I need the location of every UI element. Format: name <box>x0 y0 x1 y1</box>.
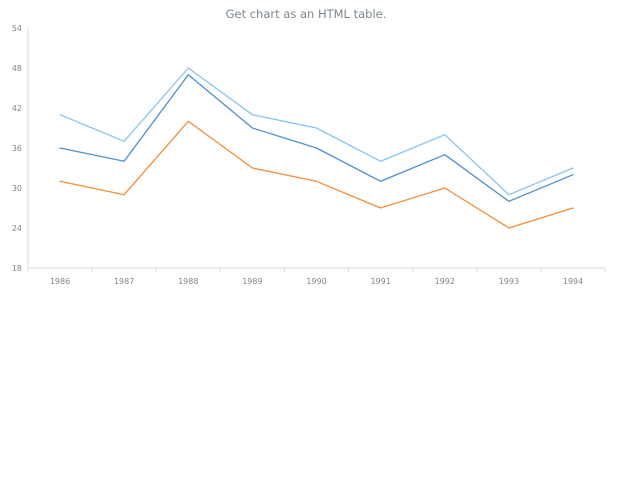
chart-title: Get chart as an HTML table. <box>226 7 387 21</box>
series-line-3 <box>59 120 574 229</box>
x-tick-label: 1990 <box>306 277 326 286</box>
y-tick-label: 48 <box>12 64 22 73</box>
x-tick-label: 1988 <box>178 277 198 286</box>
y-axis: 18 24 30 36 42 48 54 <box>12 24 29 273</box>
y-tick-label: 42 <box>12 104 22 113</box>
y-tick-label: 36 <box>12 144 22 153</box>
series-line-2 <box>59 74 574 202</box>
y-tick-label: 30 <box>12 184 22 193</box>
x-tick-label: 1992 <box>435 277 455 286</box>
x-tick-label: 1994 <box>563 277 583 286</box>
y-tick-label: 18 <box>12 264 22 273</box>
series-group <box>59 67 574 229</box>
x-tick-label: 1993 <box>499 277 519 286</box>
x-tick-label: 1989 <box>242 277 262 286</box>
series-line-1 <box>59 67 574 196</box>
y-tick-label: 24 <box>12 224 22 233</box>
x-tick-label: 1991 <box>370 277 390 286</box>
x-tick-label: 1987 <box>114 277 134 286</box>
x-tick-label: 1986 <box>50 277 70 286</box>
x-axis: 1986 1987 1988 1989 1990 1991 1992 1993 1994 <box>27 267 606 286</box>
y-tick-label: 54 <box>12 24 22 33</box>
